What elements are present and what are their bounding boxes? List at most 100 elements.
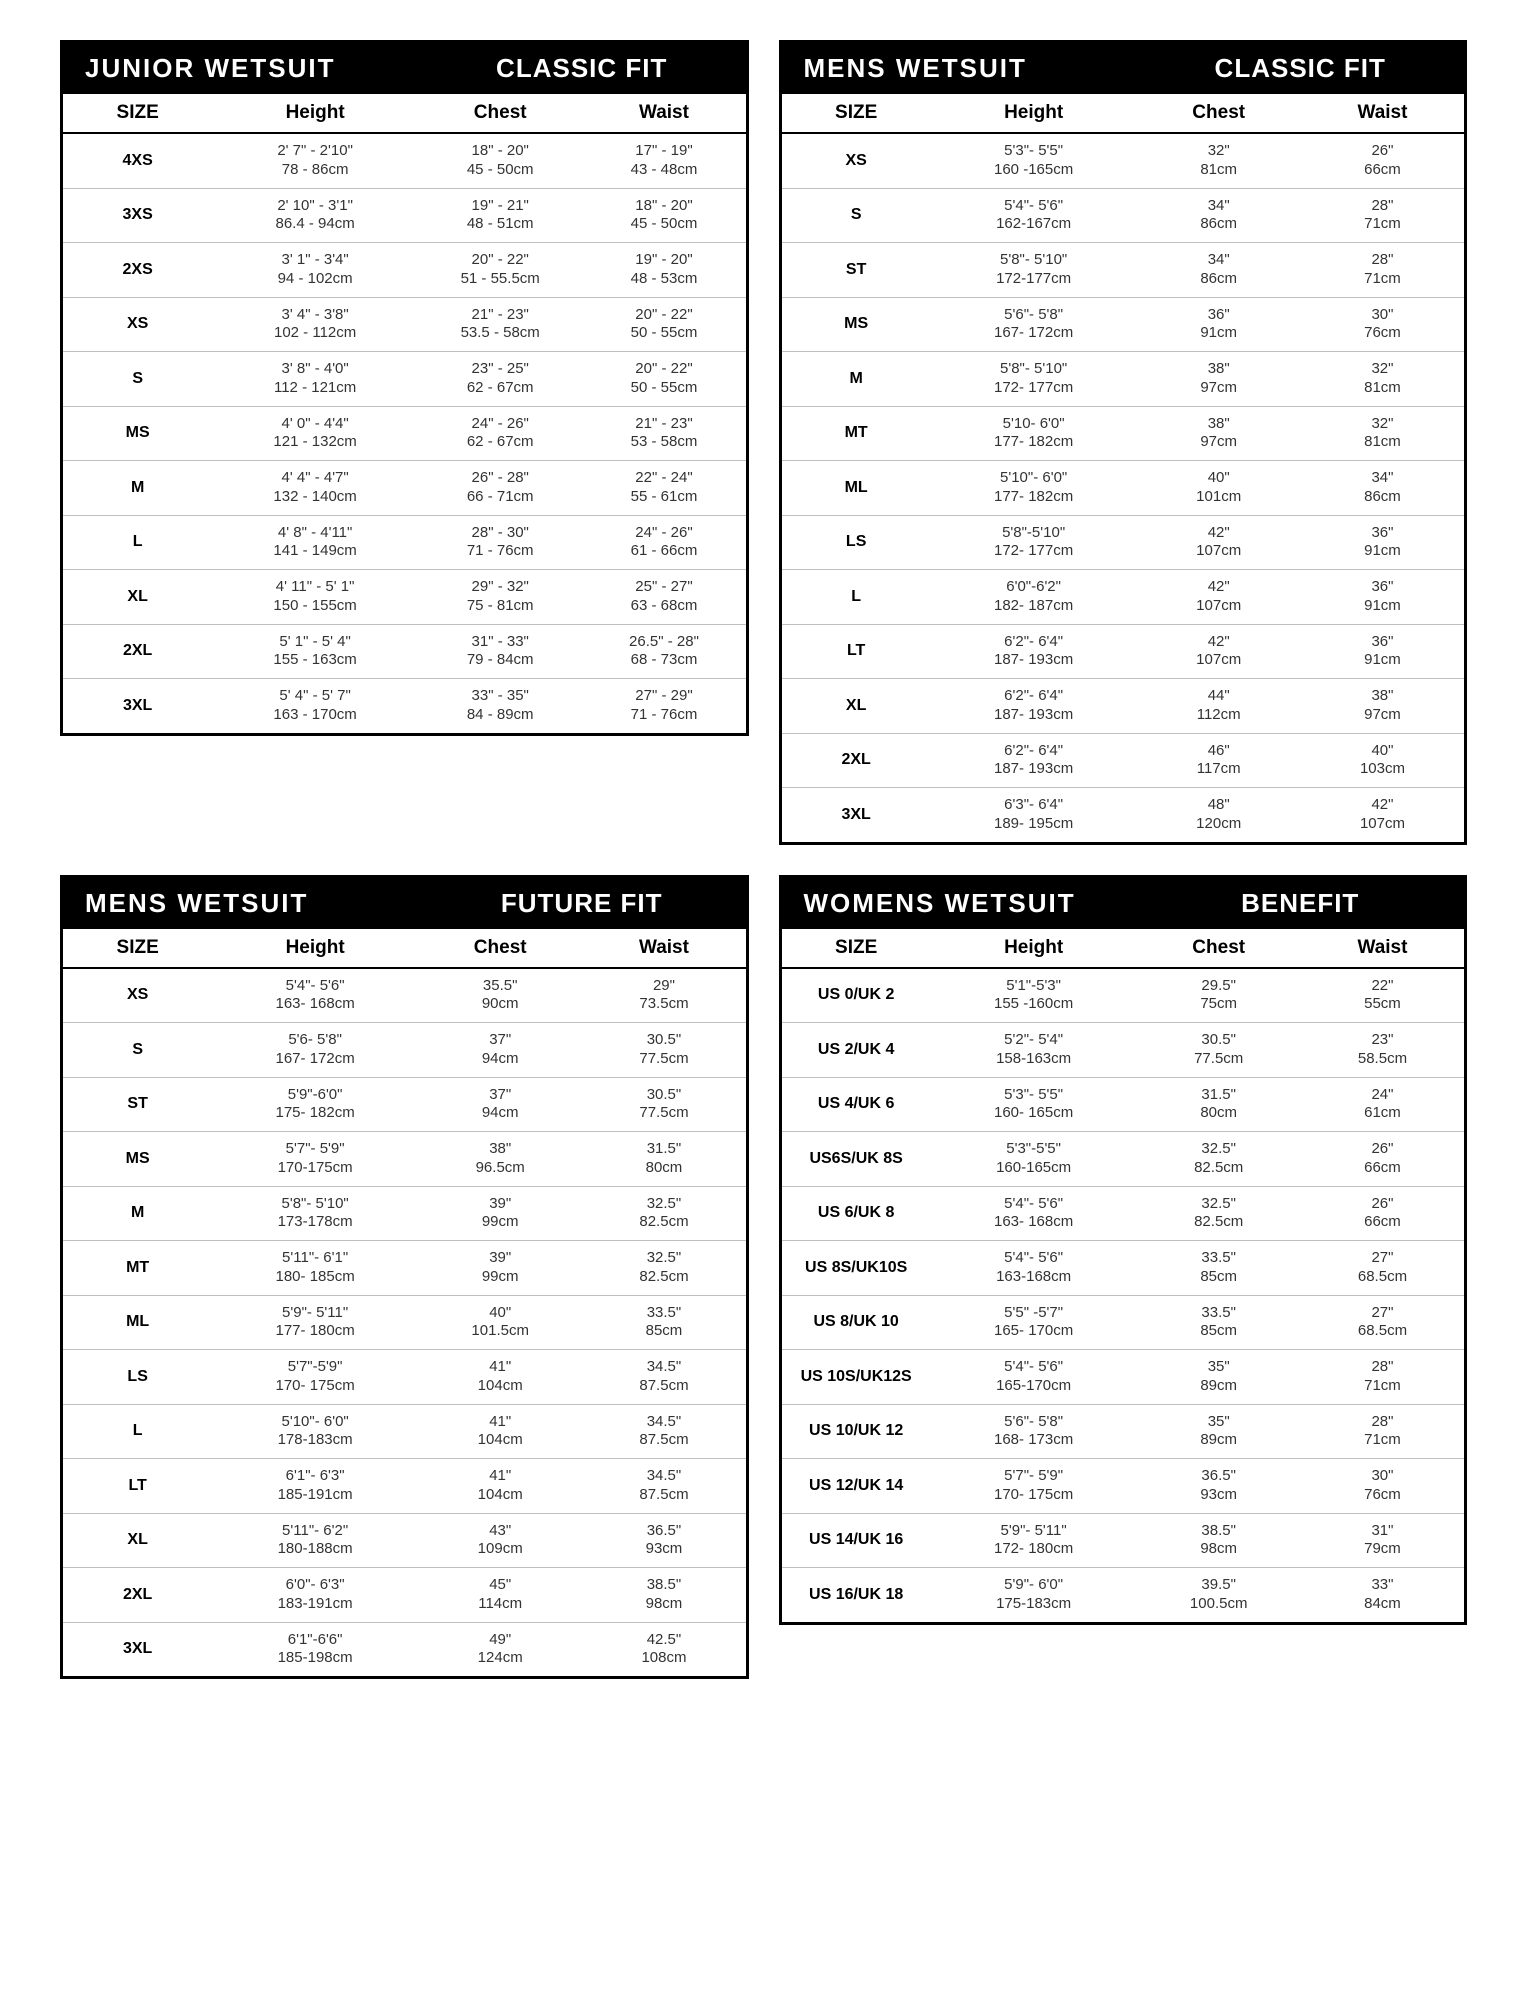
table-row: XS3' 4" - 3'8"102 - 112cm21" - 23"53.5 -… — [62, 297, 748, 352]
waist-cell: 26"66cm — [1301, 133, 1466, 188]
table-row: XL5'11"- 6'2"180-188cm43"109cm36.5"93cm — [62, 1513, 748, 1568]
height-cell: 5'9"-6'0"175- 182cm — [212, 1077, 418, 1132]
column-header: SIZE — [780, 929, 931, 968]
column-header: SIZE — [62, 929, 213, 968]
size-cell: XS — [62, 297, 213, 352]
table-title-right: FUTURE FIT — [418, 876, 747, 929]
waist-cell: 17" - 19"43 - 48cm — [582, 133, 747, 188]
waist-cell: 28"71cm — [1301, 243, 1466, 298]
height-cell: 6'3"- 6'4"189- 195cm — [931, 788, 1137, 844]
table-row: L6'0"-6'2"182- 187cm42"107cm36"91cm — [780, 570, 1466, 625]
size-cell: M — [62, 1186, 213, 1241]
waist-cell: 36"91cm — [1301, 624, 1466, 679]
chest-cell: 28" - 30"71 - 76cm — [418, 515, 583, 570]
height-cell: 5'8"- 5'10"172- 177cm — [931, 352, 1137, 407]
table-row: L4' 8" - 4'11"141 - 149cm28" - 30"71 - 7… — [62, 515, 748, 570]
chest-cell: 19" - 21"48 - 51cm — [418, 188, 583, 243]
height-cell: 5' 4" - 5' 7"163 - 170cm — [212, 679, 418, 735]
height-cell: 5'4"- 5'6"165-170cm — [931, 1350, 1137, 1405]
chest-cell: 38"97cm — [1136, 406, 1301, 461]
chest-cell: 31.5"80cm — [1136, 1077, 1301, 1132]
height-cell: 5'6- 5'8"167- 172cm — [212, 1023, 418, 1078]
size-cell: 2XL — [780, 733, 931, 788]
table-row: US 0/UK 25'1"-5'3"155 -160cm29.5"75cm22"… — [780, 968, 1466, 1023]
height-cell: 3' 8" - 4'0"112 - 121cm — [212, 352, 418, 407]
chest-cell: 29.5"75cm — [1136, 968, 1301, 1023]
table-row: US 4/UK 65'3"- 5'5"160- 165cm31.5"80cm24… — [780, 1077, 1466, 1132]
waist-cell: 40"103cm — [1301, 733, 1466, 788]
chest-cell: 49"124cm — [418, 1622, 583, 1678]
height-cell: 5'11"- 6'1"180- 185cm — [212, 1241, 418, 1296]
waist-cell: 32.5"82.5cm — [582, 1186, 747, 1241]
chest-cell: 39.5"100.5cm — [1136, 1568, 1301, 1624]
table-row: MT5'10- 6'0"177- 182cm38"97cm32"81cm — [780, 406, 1466, 461]
height-cell: 4' 8" - 4'11"141 - 149cm — [212, 515, 418, 570]
chest-cell: 44"112cm — [1136, 679, 1301, 734]
height-cell: 5'9"- 5'11"177- 180cm — [212, 1295, 418, 1350]
waist-cell: 36"91cm — [1301, 515, 1466, 570]
waist-cell: 33.5"85cm — [582, 1295, 747, 1350]
size-cell: S — [62, 352, 213, 407]
height-cell: 5'4"- 5'6"163-168cm — [931, 1241, 1137, 1296]
column-header: Height — [931, 94, 1137, 133]
size-cell: MS — [62, 1132, 213, 1187]
column-header: Waist — [1301, 929, 1466, 968]
size-cell: 2XL — [62, 1568, 213, 1623]
size-cell: ML — [780, 461, 931, 516]
waist-cell: 34.5"87.5cm — [582, 1350, 747, 1405]
size-cell: M — [62, 461, 213, 516]
chest-cell: 38.5"98cm — [1136, 1513, 1301, 1568]
waist-cell: 23"58.5cm — [1301, 1023, 1466, 1078]
waist-cell: 22"55cm — [1301, 968, 1466, 1023]
height-cell: 4' 11" - 5' 1"150 - 155cm — [212, 570, 418, 625]
chest-cell: 48"120cm — [1136, 788, 1301, 844]
waist-cell: 27" - 29"71 - 76cm — [582, 679, 747, 735]
chest-cell: 32.5"82.5cm — [1136, 1186, 1301, 1241]
column-header: Height — [212, 94, 418, 133]
table-title-right: CLASSIC FIT — [418, 42, 747, 95]
height-cell: 5'8"-5'10"172- 177cm — [931, 515, 1137, 570]
chest-cell: 41"104cm — [418, 1350, 583, 1405]
height-cell: 4' 0" - 4'4"121 - 132cm — [212, 406, 418, 461]
chest-cell: 36"91cm — [1136, 297, 1301, 352]
chest-cell: 33" - 35"84 - 89cm — [418, 679, 583, 735]
chest-cell: 24" - 26"62 - 67cm — [418, 406, 583, 461]
size-table-junior-classic: JUNIOR WETSUITCLASSIC FITSIZEHeightChest… — [60, 40, 749, 736]
column-header: Chest — [418, 94, 583, 133]
size-cell: MS — [780, 297, 931, 352]
size-table-mens-classic: MENS WETSUITCLASSIC FITSIZEHeightChestWa… — [779, 40, 1468, 845]
chest-cell: 26" - 28"66 - 71cm — [418, 461, 583, 516]
table-title-left: WOMENS WETSUIT — [780, 876, 1136, 929]
waist-cell: 22" - 24"55 - 61cm — [582, 461, 747, 516]
height-cell: 5'6"- 5'8"168- 173cm — [931, 1404, 1137, 1459]
table-row: US 8/UK 105'5" -5'7"165- 170cm33.5"85cm2… — [780, 1295, 1466, 1350]
size-cell: L — [780, 570, 931, 625]
table-title-right: CLASSIC FIT — [1136, 42, 1465, 95]
size-cell: US 2/UK 4 — [780, 1023, 931, 1078]
table-row: US 10/UK 125'6"- 5'8"168- 173cm35"89cm28… — [780, 1404, 1466, 1459]
column-header: SIZE — [780, 94, 931, 133]
chest-cell: 40"101.5cm — [418, 1295, 583, 1350]
size-cell: US 0/UK 2 — [780, 968, 931, 1023]
chest-cell: 41"104cm — [418, 1459, 583, 1514]
size-cell: S — [780, 188, 931, 243]
size-cell: LT — [62, 1459, 213, 1514]
height-cell: 6'2"- 6'4"187- 193cm — [931, 679, 1137, 734]
size-cell: ML — [62, 1295, 213, 1350]
waist-cell: 36"91cm — [1301, 570, 1466, 625]
size-charts-grid: JUNIOR WETSUITCLASSIC FITSIZEHeightChest… — [60, 40, 1467, 1679]
table-row: MS4' 0" - 4'4"121 - 132cm24" - 26"62 - 6… — [62, 406, 748, 461]
size-cell: 2XS — [62, 243, 213, 298]
waist-cell: 38.5"98cm — [582, 1568, 747, 1623]
table-row: M5'8"- 5'10"172- 177cm38"97cm32"81cm — [780, 352, 1466, 407]
table-row: S3' 8" - 4'0"112 - 121cm23" - 25"62 - 67… — [62, 352, 748, 407]
table-row: 2XS3' 1" - 3'4"94 - 102cm20" - 22"51 - 5… — [62, 243, 748, 298]
chest-cell: 43"109cm — [418, 1513, 583, 1568]
chest-cell: 42"107cm — [1136, 570, 1301, 625]
chest-cell: 34"86cm — [1136, 188, 1301, 243]
table-row: LS5'7"-5'9"170- 175cm41"104cm34.5"87.5cm — [62, 1350, 748, 1405]
height-cell: 6'1"-6'6"185-198cm — [212, 1622, 418, 1678]
column-header: Chest — [418, 929, 583, 968]
chest-cell: 20" - 22"51 - 55.5cm — [418, 243, 583, 298]
chest-cell: 29" - 32"75 - 81cm — [418, 570, 583, 625]
